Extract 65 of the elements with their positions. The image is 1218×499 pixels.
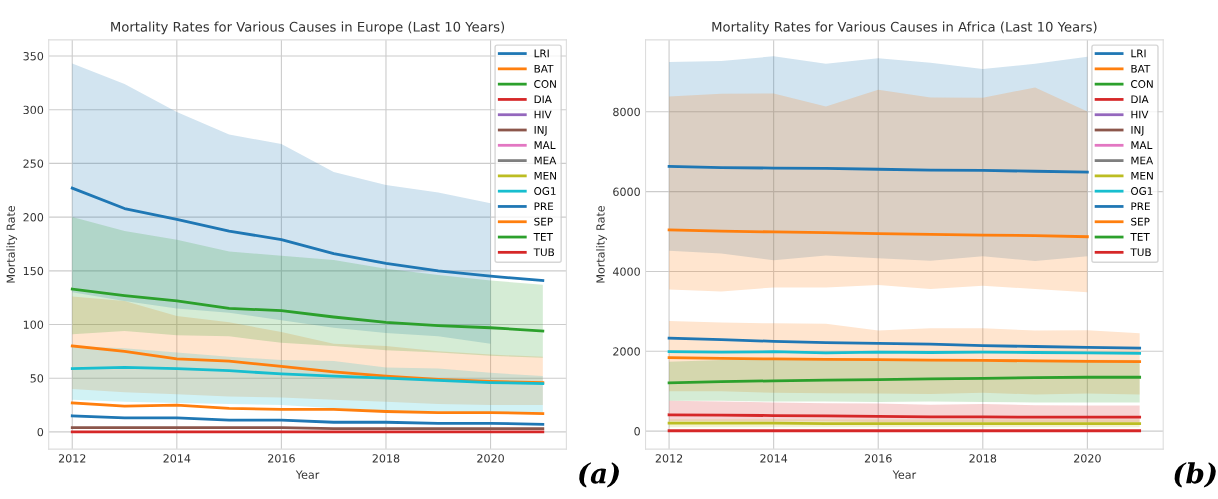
legend-label: PRE — [1131, 202, 1150, 211]
legend-label: DIA — [534, 95, 552, 104]
text: (b) — [1174, 462, 1216, 488]
y-tick-label: 150 — [23, 266, 44, 276]
legend-label: DIA — [1131, 95, 1149, 104]
legend-label: SEP — [1131, 217, 1150, 226]
x-tick-label: 2014 — [163, 454, 191, 463]
chart-title: Mortality Rates for Various Causes in Europe (Last 10 Years) — [111, 21, 505, 35]
legend-label: HIV — [534, 110, 552, 119]
legend-label: OG1 — [1131, 187, 1153, 195]
legend-label: LRI — [1131, 49, 1146, 58]
legend-label: MAL — [1131, 141, 1153, 149]
x-tick-label: 2016 — [864, 454, 892, 463]
legend-label: INJ — [534, 126, 547, 136]
x-tick-label: 2012 — [58, 454, 86, 463]
legend-label: LRI — [534, 49, 549, 58]
line-series — [70, 414, 545, 426]
x-tick-label: 2020 — [1074, 454, 1101, 463]
legend-label: CON — [534, 80, 556, 88]
y-tick-label: 0 — [634, 427, 640, 436]
legend-label: TET — [533, 233, 553, 241]
legend-label: OG1 — [534, 187, 556, 195]
y-tick-label: 0 — [37, 427, 44, 437]
legend-label: HIV — [1131, 110, 1149, 119]
x-tick-label: 2012 — [655, 454, 683, 463]
x-tick-label: 2018 — [969, 454, 997, 463]
legend-label: MAL — [534, 141, 556, 149]
y-axis-title: Mortality Rate — [6, 205, 18, 283]
line-series — [667, 228, 1089, 239]
legend-label: CON — [1131, 80, 1153, 88]
x-tick-label: 2016 — [268, 454, 295, 463]
legend-label: TUB — [533, 248, 555, 257]
legend-label: BAT — [1131, 64, 1151, 73]
legend-label: TUB — [1130, 248, 1151, 257]
x-axis-title: Year — [295, 470, 320, 479]
legend-label: PRE — [534, 202, 554, 211]
legend-label: MEA — [1131, 156, 1154, 165]
y-tick-label: 6000 — [613, 187, 640, 196]
line-series — [70, 287, 545, 333]
y-tick-label: 2000 — [613, 347, 640, 356]
legend-label: INJ — [1131, 126, 1144, 136]
y-tick-label: 350 — [23, 52, 44, 61]
legend-label: MEA — [534, 156, 557, 165]
y-tick-label: 8000 — [613, 107, 640, 117]
line-series — [70, 366, 545, 385]
chart-title: Mortality Rates for Various Causes in Africa (Last 10 Years) — [712, 21, 1097, 35]
x-tick-label: 2014 — [760, 454, 788, 463]
y-tick-label: 50 — [30, 374, 44, 383]
legend-label: TET — [1130, 233, 1150, 241]
legend-label: SEP — [534, 217, 553, 226]
y-axis-title: Mortality Rate — [596, 205, 607, 283]
x-axis-title: Year — [892, 470, 917, 479]
text: (a) — [579, 462, 619, 488]
y-tick-label: 4000 — [612, 267, 640, 276]
legend-label: MEN — [1131, 171, 1153, 180]
legend-label: MEN — [534, 171, 556, 180]
y-tick-label: 250 — [23, 159, 44, 168]
y-tick-label: 300 — [23, 105, 44, 115]
legend-label: BAT — [534, 64, 554, 73]
x-tick-label: 2018 — [372, 454, 400, 463]
y-tick-label: 200 — [23, 213, 44, 222]
y-tick-label: 100 — [23, 320, 44, 329]
line-series — [667, 336, 1142, 350]
line-series — [70, 401, 545, 416]
x-tick-label: 2020 — [477, 454, 504, 463]
